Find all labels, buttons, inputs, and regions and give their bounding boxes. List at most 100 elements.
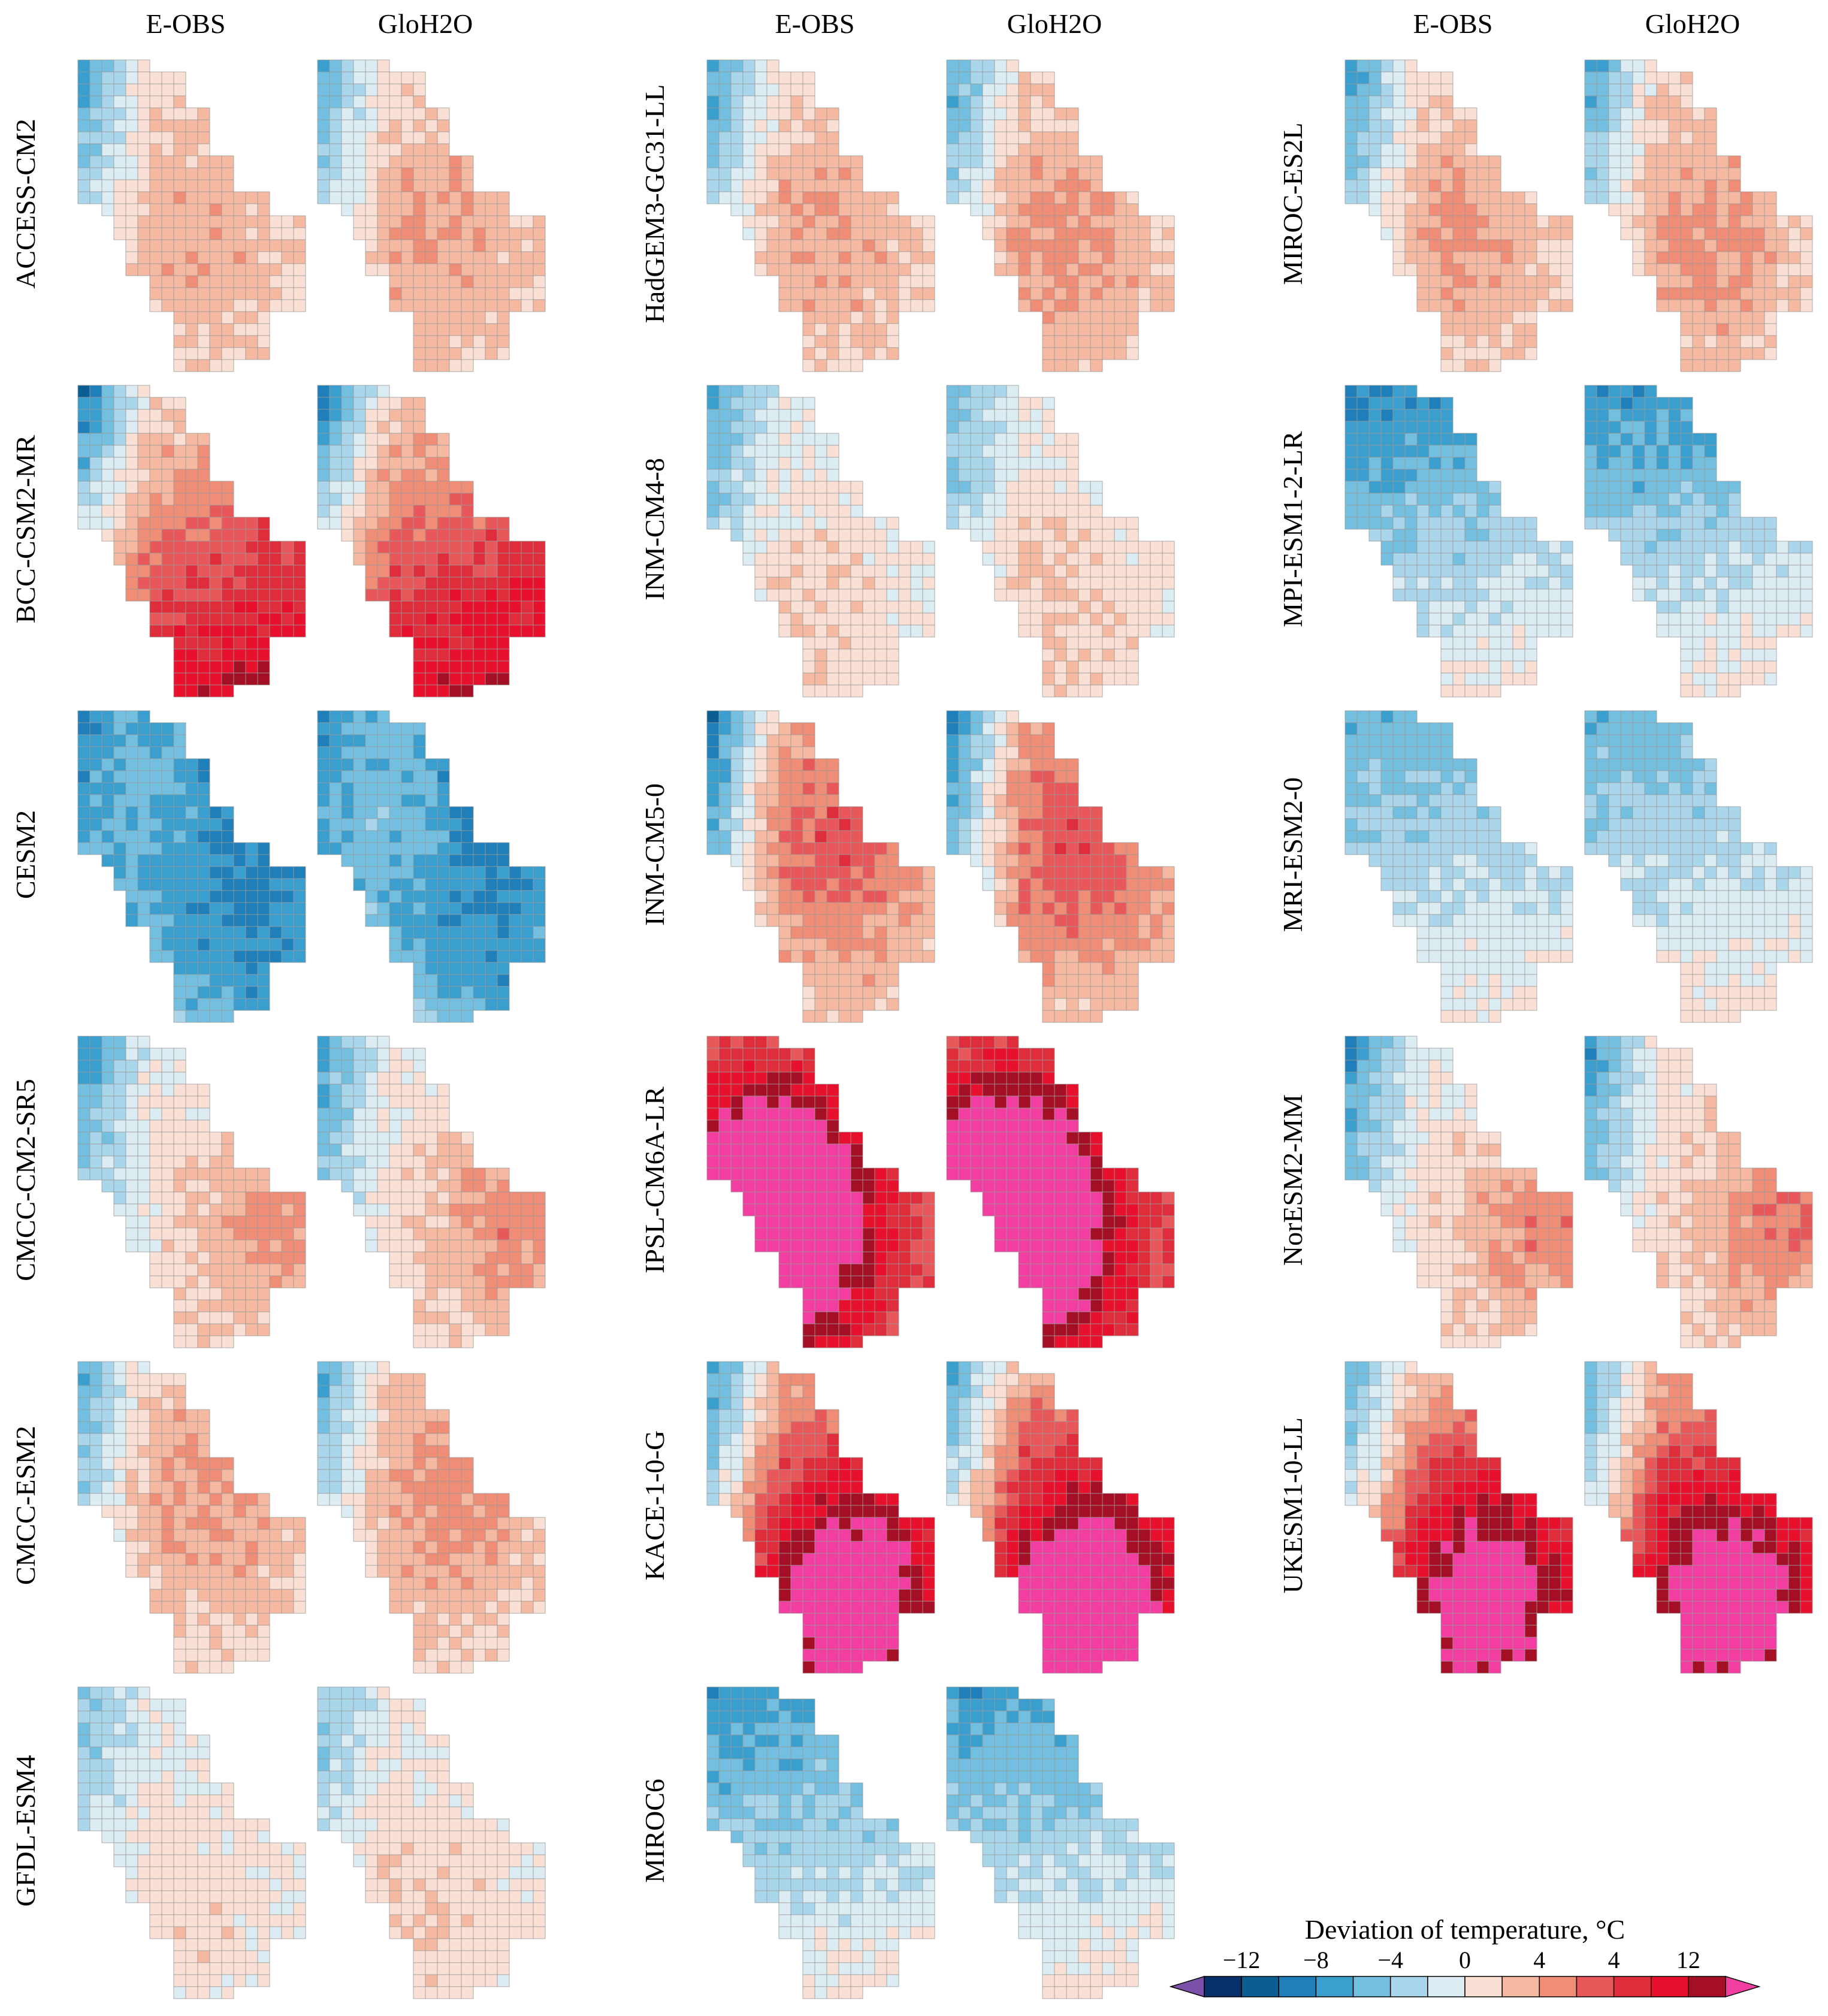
grid-cell [425,914,438,927]
grid-cell [826,335,839,348]
grid-cell [317,1445,330,1458]
grid-cell [197,1625,210,1638]
grid-cell [413,1048,426,1061]
grid-cell [125,914,138,927]
grid-cell [173,1938,186,1951]
grid-cell [329,107,342,120]
grid-cell [802,624,815,638]
grid-cell [449,1335,462,1348]
grid-cell [173,806,186,819]
grid-cell [1138,299,1151,312]
grid-cell [389,469,402,482]
grid-cell [149,505,162,518]
grid-cell [461,866,474,879]
grid-cell [365,1842,378,1855]
grid-cell [113,227,126,240]
grid-cell [221,648,234,662]
grid-cell [185,167,198,180]
grid-cell [329,1060,342,1073]
grid-cell [778,239,791,252]
grid-cell [377,239,390,252]
grid-cell [401,1758,414,1771]
grid-cell [461,1251,474,1264]
grid-cell [137,806,150,819]
grid-cell [77,1048,90,1061]
grid-cell [754,794,768,807]
grid-cell [245,1854,258,1867]
grid-cell [437,914,450,927]
grid-cell [1126,588,1139,602]
grid-cell [1018,541,1031,554]
grid-cell [754,806,768,819]
grid-cell [101,1143,114,1157]
grid-cell [185,469,198,482]
grid-cell [389,1806,402,1819]
grid-cell [1090,263,1103,276]
grid-cell [533,588,546,602]
grid-cell [89,806,102,819]
grid-cell [826,624,839,638]
grid-cell [185,1215,198,1229]
grid-cell [826,167,839,180]
grid-cell [209,1926,222,1939]
grid-cell [401,1770,414,1783]
grid-cell [89,71,102,84]
grid-cell [449,1529,462,1542]
grid-cell [173,1625,186,1638]
grid-cell [958,179,971,192]
grid-cell [778,493,791,506]
grid-cell [1006,95,1019,108]
grid-cell [281,612,294,626]
grid-cell [922,541,935,554]
grid-cell [377,433,390,446]
grid-cell [401,624,414,638]
grid-cell [173,1890,186,1903]
grid-cell [233,660,246,674]
grid-cell [766,409,779,422]
grid-cell [389,433,402,446]
grid-cell [1090,275,1103,288]
grid-cell [125,227,138,240]
grid-cell [1006,191,1019,204]
grid-cell [269,227,282,240]
grid-cell [1078,517,1091,530]
grid-cell [1018,275,1031,288]
grid-cell [521,1577,534,1590]
grid-cell [982,505,995,518]
grid-cell [1078,179,1091,192]
grid-cell [790,517,803,530]
grid-cell [389,1493,402,1506]
grid-cell [149,1048,162,1061]
grid-cell [113,409,126,422]
grid-cell [485,517,498,530]
grid-cell [341,203,354,216]
grid-cell [485,251,498,264]
grid-cell [1054,612,1067,626]
grid-cell [1018,588,1031,602]
grid-cell [718,505,732,518]
grid-cell [269,866,282,879]
grid-cell [149,1469,162,1482]
grid-cell [185,131,198,144]
grid-cell [389,1854,402,1867]
grid-cell [1018,553,1031,566]
grid-cell [221,1263,234,1276]
grid-cell [850,179,863,192]
grid-cell [209,1143,222,1157]
grid-cell [718,397,732,410]
grid-cell [461,1661,474,1674]
grid-cell [766,263,779,276]
grid-cell [1030,624,1043,638]
grid-cell [425,672,438,686]
grid-cell [161,830,174,843]
grid-cell [209,818,222,831]
grid-cell [742,770,756,783]
grid-cell [317,445,330,458]
grid-cell [814,684,827,698]
grid-cell [113,1734,126,1748]
grid-cell [137,457,150,470]
grid-cell [113,1143,126,1157]
grid-cell [754,155,768,168]
grid-cell [1114,263,1127,276]
grid-cell [173,1131,186,1145]
